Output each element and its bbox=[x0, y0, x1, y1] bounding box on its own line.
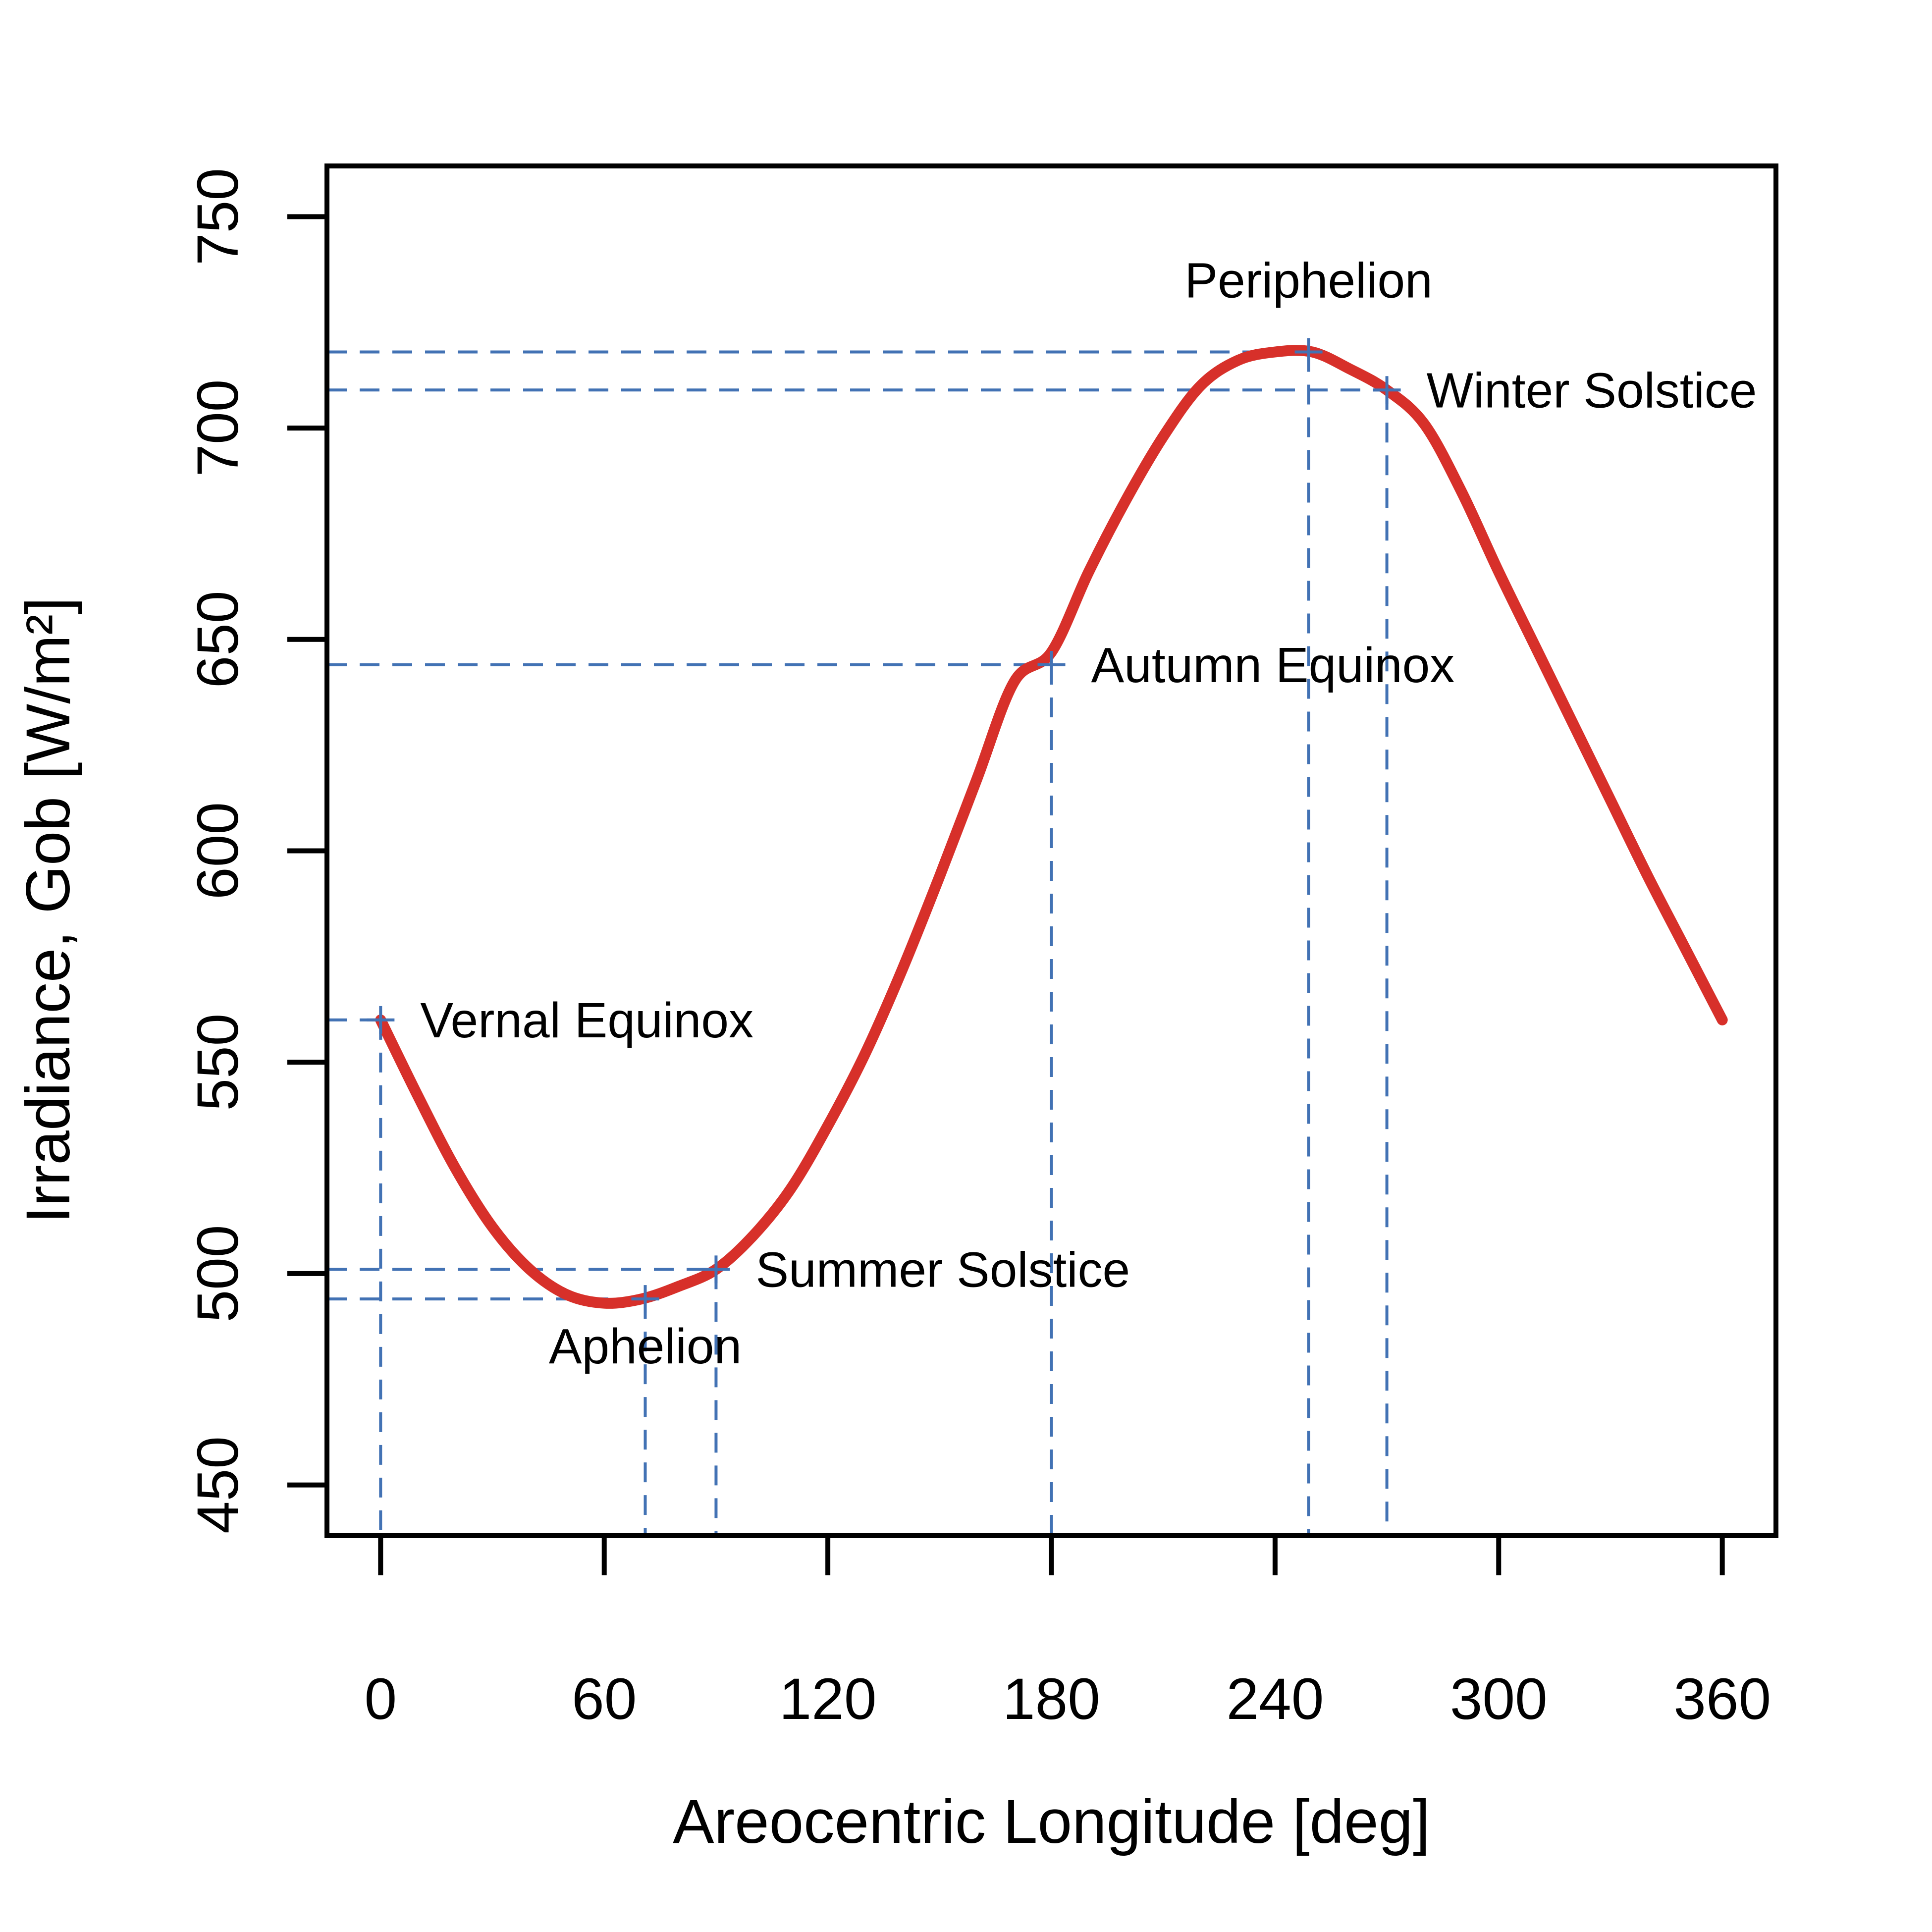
y-axis-label: Irradiance, Gob [W/m²] bbox=[14, 597, 83, 1223]
annotation-label-0: Vernal Equinox bbox=[420, 993, 753, 1048]
y-tick-label-3: 600 bbox=[185, 802, 251, 900]
y-axis: 450 500 550 600 650 700 750 bbox=[185, 168, 327, 1534]
x-tick-label-4: 240 bbox=[1226, 1666, 1324, 1732]
x-tick-label-3: 180 bbox=[1003, 1666, 1100, 1732]
x-tick-label-5: 300 bbox=[1450, 1666, 1548, 1732]
annotation-label-2: Summer Solstice bbox=[755, 1242, 1130, 1297]
y-tick-label-6: 750 bbox=[185, 168, 251, 266]
x-tick-label-1: 60 bbox=[572, 1666, 637, 1732]
x-tick-label-2: 120 bbox=[779, 1666, 877, 1732]
annotation-label-5: Winter Solstice bbox=[1427, 363, 1757, 418]
x-axis-label: Areocentric Longitude [deg] bbox=[673, 1787, 1430, 1856]
x-tick-label-6: 360 bbox=[1673, 1666, 1771, 1732]
y-tick-label-1: 500 bbox=[185, 1225, 251, 1322]
series-line-0 bbox=[375, 345, 1728, 1309]
y-tick-label-5: 700 bbox=[185, 379, 251, 477]
y-tick-label-4: 650 bbox=[185, 590, 251, 688]
x-tick-label-0: 0 bbox=[365, 1666, 397, 1732]
annotation-label-4: Periphelion bbox=[1184, 253, 1432, 308]
annotation-label-1: Aphelion bbox=[549, 1319, 742, 1374]
y-tick-label-0: 450 bbox=[185, 1436, 251, 1534]
x-axis: 0 60 120 180 240 300 360 bbox=[365, 1536, 1771, 1732]
annotation-label-3: Autumn Equinox bbox=[1091, 638, 1455, 693]
guide-lines bbox=[327, 350, 1389, 1536]
event-markers bbox=[367, 338, 1401, 1313]
y-tick-label-2: 550 bbox=[185, 1014, 251, 1111]
series-group bbox=[375, 345, 1728, 1309]
